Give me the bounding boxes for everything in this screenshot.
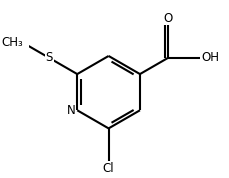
Text: S: S xyxy=(45,51,53,64)
Text: Cl: Cl xyxy=(102,162,114,175)
Text: O: O xyxy=(163,12,172,25)
Text: OH: OH xyxy=(201,51,218,64)
Text: CH₃: CH₃ xyxy=(1,36,23,49)
Text: N: N xyxy=(66,104,75,117)
